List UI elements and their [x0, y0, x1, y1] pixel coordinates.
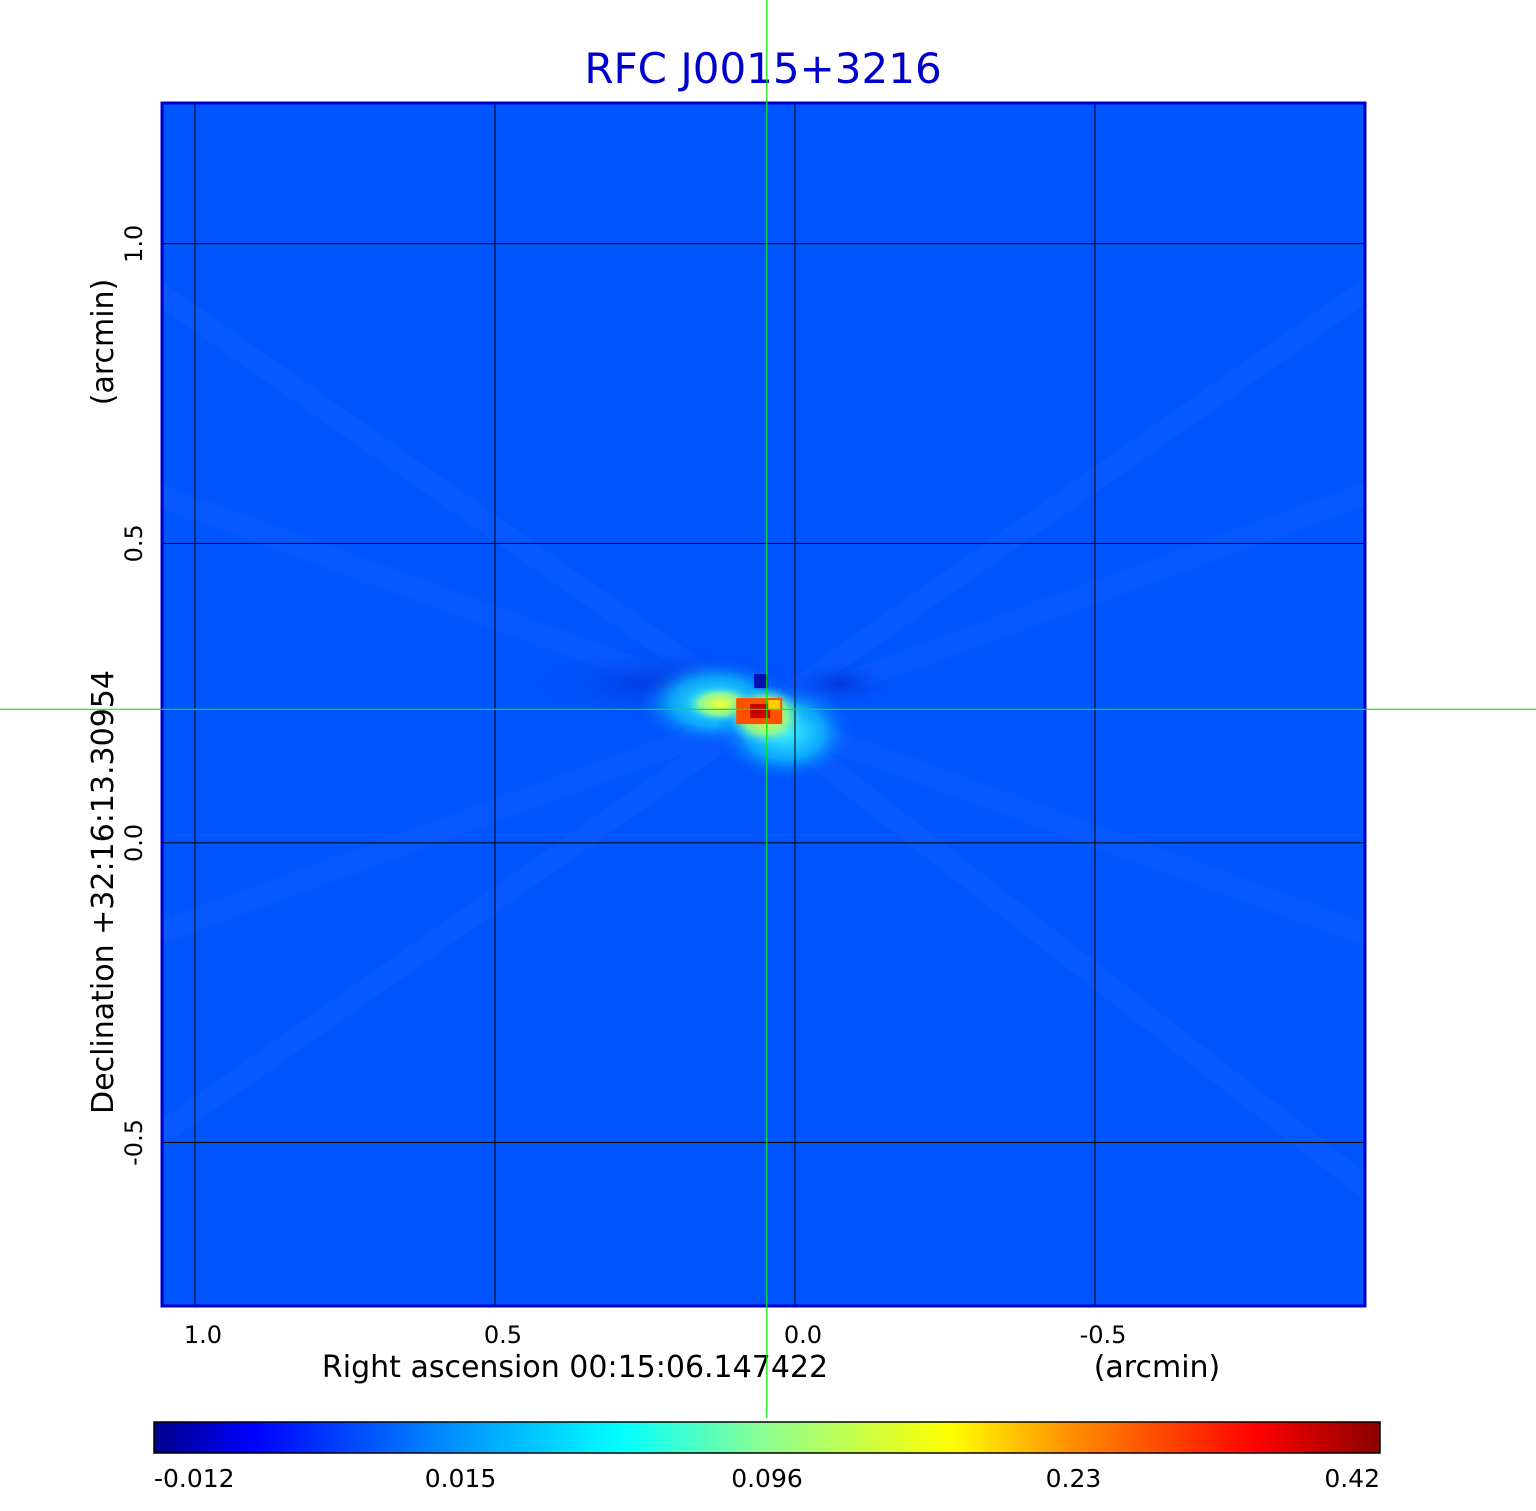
artifact-ray-2 — [756, 703, 1365, 946]
artifact-ray-4 — [162, 705, 767, 1147]
colorbar-tick-label: -0.012 — [154, 1464, 235, 1493]
negative-pixel — [754, 674, 769, 689]
y-tick-label: -0.5 — [120, 1119, 148, 1166]
x-axis-label: Right ascension 00:15:06.147422 — [322, 1350, 828, 1385]
plot-area — [162, 103, 1365, 1306]
chart-title: RFC J0015+3216 — [584, 44, 941, 93]
x-tick-label: -0.5 — [1080, 1321, 1127, 1349]
colorbar-tick-label: 0.096 — [731, 1464, 803, 1493]
x-axis-unit: (arcmin) — [1094, 1350, 1221, 1385]
x-tick-label: 0.5 — [484, 1321, 522, 1349]
artifact-ray-1 — [756, 482, 1365, 725]
peak-edge — [768, 700, 781, 711]
artifact-ray-3 — [753, 705, 1365, 1201]
colorbar — [153, 1421, 1381, 1454]
colorbar-tick-label: 0.23 — [1046, 1464, 1102, 1493]
y-tick-label: 0.0 — [120, 824, 148, 862]
radio-source — [520, 644, 901, 783]
plot-frame — [160, 101, 1367, 1308]
x-tick-label: 0.0 — [784, 1321, 822, 1349]
artifact-ray-5 — [162, 703, 764, 944]
colorbar-tick-labels: -0.012 0.015 0.096 0.23 0.42 — [154, 1464, 1380, 1493]
y-tick-label: 0.5 — [120, 524, 148, 562]
peak-pixel — [750, 704, 771, 719]
y-axis-label: Declination +32:16:13.30954 — [86, 670, 121, 1114]
sidelobe-artifacts — [162, 277, 1365, 1201]
artifact-ray-0 — [753, 277, 1365, 724]
y-tick-labels: 1.0 0.5 0.0 -0.5 — [120, 225, 148, 1166]
y-axis-unit: (arcmin) — [86, 279, 121, 406]
artifact-ray-7 — [162, 281, 767, 724]
crosshair — [0, 0, 1536, 1418]
y-tick-label: 1.0 — [120, 225, 148, 263]
colorbar-tick-label: 0.42 — [1324, 1464, 1380, 1493]
coordinate-grid — [162, 103, 1365, 1306]
x-tick-label: 1.0 — [184, 1321, 222, 1349]
x-tick-labels: 1.0 0.5 0.0 -0.5 — [184, 1321, 1127, 1349]
colorbar-tick-label: 0.015 — [425, 1464, 497, 1493]
